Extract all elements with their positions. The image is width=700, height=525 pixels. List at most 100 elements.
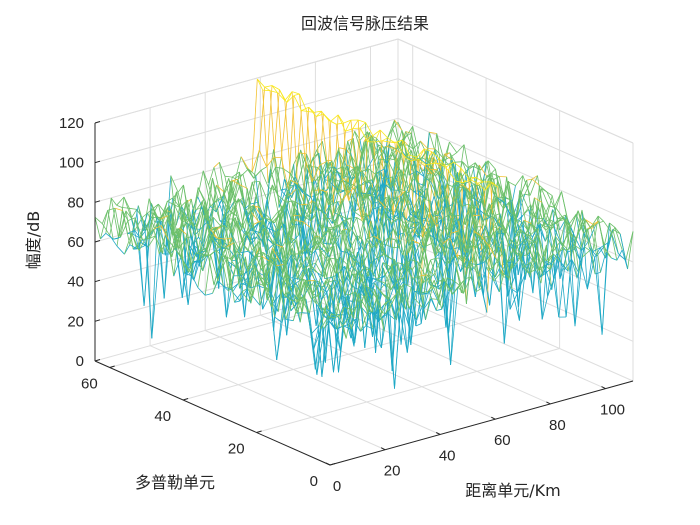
surface-segment [220, 227, 229, 262]
surface-segment [441, 142, 450, 180]
surface-segment [363, 295, 372, 313]
surface-segment [318, 280, 327, 296]
surface-segment [377, 197, 386, 218]
surface-segment [210, 254, 219, 282]
surface-segment [399, 285, 407, 310]
surface-segment [414, 298, 423, 308]
surface-segment [553, 191, 562, 208]
surface-segment [231, 171, 240, 178]
surface-segment [304, 157, 313, 183]
surface-segment [334, 199, 343, 226]
surface-segment [432, 284, 439, 300]
surface-segment [388, 279, 397, 302]
surface-segment [94, 217, 101, 240]
surface-segment [133, 248, 139, 250]
surface-segment [358, 119, 366, 123]
surface-segment [574, 209, 583, 250]
surface-segment [297, 157, 306, 186]
surface-segment [353, 253, 362, 269]
surface-segment [266, 157, 275, 168]
surface-segment [131, 232, 140, 251]
surface-segment [180, 256, 189, 306]
surface-segment [319, 160, 328, 166]
surface-segment [575, 213, 584, 234]
surface-segment [397, 190, 406, 198]
surface-segment [193, 255, 202, 281]
surface-segment [248, 254, 257, 272]
surface-segment [242, 243, 251, 252]
surface-segment [235, 173, 244, 178]
x-tick-label: 100 [600, 402, 625, 419]
surface-segment [392, 266, 401, 313]
surface-segment [250, 237, 257, 245]
surface-segment [336, 199, 343, 228]
surface-segment [424, 275, 433, 290]
surface-segment [134, 217, 143, 240]
x-axis-line [329, 380, 634, 466]
surface-segment [216, 224, 225, 228]
surface-segment [382, 137, 388, 142]
surface-segment [385, 244, 392, 248]
surface-segment [229, 179, 238, 204]
surface-segment [446, 256, 455, 265]
surface-segment [406, 242, 415, 256]
surface-segment [213, 255, 222, 286]
surface-segment [326, 161, 335, 214]
surface-segment [522, 175, 531, 196]
surface-segment [153, 225, 162, 230]
surface-segment [264, 85, 273, 88]
surface-segment [227, 205, 236, 246]
z-tick-label: 20 [67, 313, 84, 330]
surface-segment [243, 275, 252, 304]
surface-segment [145, 203, 152, 246]
surface-segment [167, 197, 173, 202]
surface-segment [184, 272, 193, 277]
surface-segment [197, 287, 206, 296]
surface-segment [405, 190, 414, 232]
surface-segment [444, 195, 453, 231]
surface-segment [213, 162, 220, 168]
x-tick [601, 386, 606, 390]
surface-segment [260, 207, 269, 239]
surface-segment [248, 168, 257, 176]
surface-segment [415, 198, 424, 227]
surface-segment [199, 221, 208, 230]
surface-segment [345, 248, 352, 267]
surface-segment [236, 221, 245, 246]
surface-segment [271, 85, 280, 90]
surface-segment [473, 197, 482, 210]
surface-segment [260, 169, 269, 188]
surface-segment [304, 266, 313, 294]
surface-segment [432, 242, 441, 254]
surface-segment [625, 231, 634, 261]
surface-segment [367, 235, 375, 254]
surface-segment [301, 106, 309, 111]
surface-segment [455, 186, 463, 189]
surface-segment [313, 173, 322, 194]
z-tick [94, 319, 101, 322]
surface-segment [238, 235, 247, 275]
surface-segment [293, 256, 302, 278]
surface-segment [331, 147, 340, 170]
surface-segment [384, 282, 392, 291]
surface-segment [110, 197, 117, 206]
surface-segment [198, 215, 205, 261]
surface-segment [116, 210, 123, 247]
surface-segment [291, 299, 299, 302]
surface-segment [384, 176, 393, 180]
surface-segment [319, 281, 328, 310]
surface-segment [320, 241, 329, 253]
surface-segment [289, 292, 298, 314]
surface-segment [282, 229, 291, 263]
surface-segment [345, 247, 354, 255]
surface-segment [367, 168, 376, 175]
surface-segment [219, 246, 228, 264]
surface-segment [253, 248, 262, 270]
surface-segment [387, 313, 396, 320]
surface-segment [262, 217, 271, 237]
surface-segment [352, 127, 361, 129]
z-tick [94, 200, 101, 203]
surface-segment [335, 273, 344, 285]
surface-segment [379, 280, 388, 288]
surface-segment [441, 219, 450, 232]
